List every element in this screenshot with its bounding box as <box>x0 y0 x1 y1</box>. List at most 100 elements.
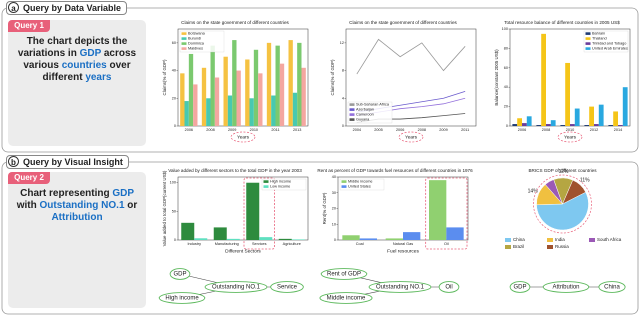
bar <box>546 124 551 126</box>
legend-label: South Africa <box>597 237 622 242</box>
graph-node <box>368 281 432 293</box>
query-segment: Chart representing <box>20 188 113 199</box>
legend-swatch <box>181 42 187 45</box>
legend-frame <box>347 101 393 124</box>
chart-title: Rent as percent of GDP towards fuel reso… <box>317 168 473 173</box>
query-segment: countries <box>61 60 107 71</box>
bar <box>271 95 276 126</box>
legend-swatch <box>349 118 355 121</box>
query-segment: years <box>85 72 112 83</box>
bar <box>403 232 421 240</box>
x-tick-label: 2013 <box>293 128 301 132</box>
graph-node-label: Attribution <box>552 285 579 291</box>
legend-swatch <box>181 32 187 35</box>
legend-label: Maldives <box>188 47 203 51</box>
x-axis-label: Different Sectors <box>225 248 261 254</box>
legend-swatch <box>585 37 591 40</box>
y-tick-label: 100 <box>170 181 176 185</box>
graph-node <box>509 281 531 293</box>
legend-label: Burundi <box>188 37 201 41</box>
panel-frame <box>1 161 639 315</box>
bar <box>206 98 211 126</box>
legend-swatch <box>349 103 355 106</box>
y-tick-label: 0 <box>334 238 336 242</box>
graph-node <box>438 281 460 293</box>
bar <box>598 104 604 126</box>
chart-title: Claims on the state government of differ… <box>181 20 289 25</box>
legend-swatch <box>349 113 355 116</box>
legend-label: Dominica <box>188 42 205 46</box>
bar <box>574 108 580 126</box>
x-tick-label: 2012 <box>590 128 598 132</box>
x-axis-label: Years <box>237 134 250 140</box>
x-tick-label: 2005 <box>374 128 382 132</box>
y-tick-label: 8 <box>342 69 344 73</box>
legend-label: Russia <box>555 244 569 249</box>
bar <box>210 45 215 126</box>
legend-swatch <box>181 37 187 40</box>
y-axis-label: Balance(constant 2005 US$) <box>494 49 499 106</box>
highlight-circle <box>533 174 592 234</box>
bar <box>278 238 292 240</box>
bar <box>226 238 240 240</box>
legend-frame <box>339 178 385 191</box>
legend-label: Guyana <box>356 118 370 122</box>
x-tick-label: 2008 <box>542 128 550 132</box>
y-tick-label: 60 <box>504 66 508 70</box>
y-tick-label: 12 <box>340 41 344 45</box>
x-tick-label: 2006 <box>396 128 404 132</box>
legend-swatch <box>585 32 591 35</box>
x-tick-label: Coal <box>356 242 364 246</box>
x-tick-label: 2011 <box>271 128 279 132</box>
query-segment: Outstanding NO.1 <box>39 200 125 211</box>
bar <box>594 124 599 126</box>
bar <box>227 95 233 126</box>
x-tick-label: 2006 <box>185 128 193 132</box>
y-axis-label: Rent(% of GDP) <box>322 192 327 224</box>
bar <box>279 63 285 126</box>
query-box: Query 2 Chart representing GDP with Outst… <box>8 172 146 308</box>
pie-slice <box>561 179 587 205</box>
legend-label: China <box>513 237 525 242</box>
line <box>356 38 466 75</box>
graph-node <box>598 281 626 293</box>
bar <box>517 118 522 126</box>
x-tick-label: Oil <box>444 242 449 246</box>
panel-frame <box>1 7 639 153</box>
bar <box>194 238 208 240</box>
x-tick-label: 2010 <box>250 128 258 132</box>
legend-swatch <box>341 185 347 188</box>
x-axis-label: Years <box>405 134 418 140</box>
bar <box>512 124 518 126</box>
query-segment: over different <box>42 60 131 83</box>
y-tick-label: 20 <box>332 207 336 211</box>
graph-node-label: Outstanding NO.1 <box>212 285 261 291</box>
y-tick-label: 40 <box>332 175 336 179</box>
panel-header: a Query by Data Variable <box>6 1 128 15</box>
legend-swatch <box>589 238 595 242</box>
y-tick-label: 80 <box>504 46 508 50</box>
graph-node-label: Rent of GDP <box>327 272 361 278</box>
bar <box>184 101 189 126</box>
bar <box>223 56 228 126</box>
legend-label: United States <box>348 185 371 189</box>
legend-swatch <box>349 108 355 111</box>
bar <box>622 87 628 126</box>
y-tick-label: 50 <box>172 209 176 213</box>
graph-node-label: China <box>604 285 620 291</box>
y-axis-label: Claims(% of GDP) <box>330 59 335 95</box>
bar <box>245 59 250 126</box>
bar <box>288 40 293 127</box>
legend-label: Sub-Saharan Africa <box>356 103 390 107</box>
graph-node-label: GDP <box>513 285 526 291</box>
bar <box>608 125 614 126</box>
highlight-box <box>425 177 468 250</box>
graph-node <box>319 292 373 304</box>
x-tick-label: 2009 <box>228 128 236 132</box>
graph-node-label: High income <box>165 296 199 302</box>
query-segment: or <box>124 200 138 211</box>
query-segment: GDP <box>79 48 102 59</box>
plot-frame <box>177 176 309 241</box>
bar <box>565 62 570 126</box>
